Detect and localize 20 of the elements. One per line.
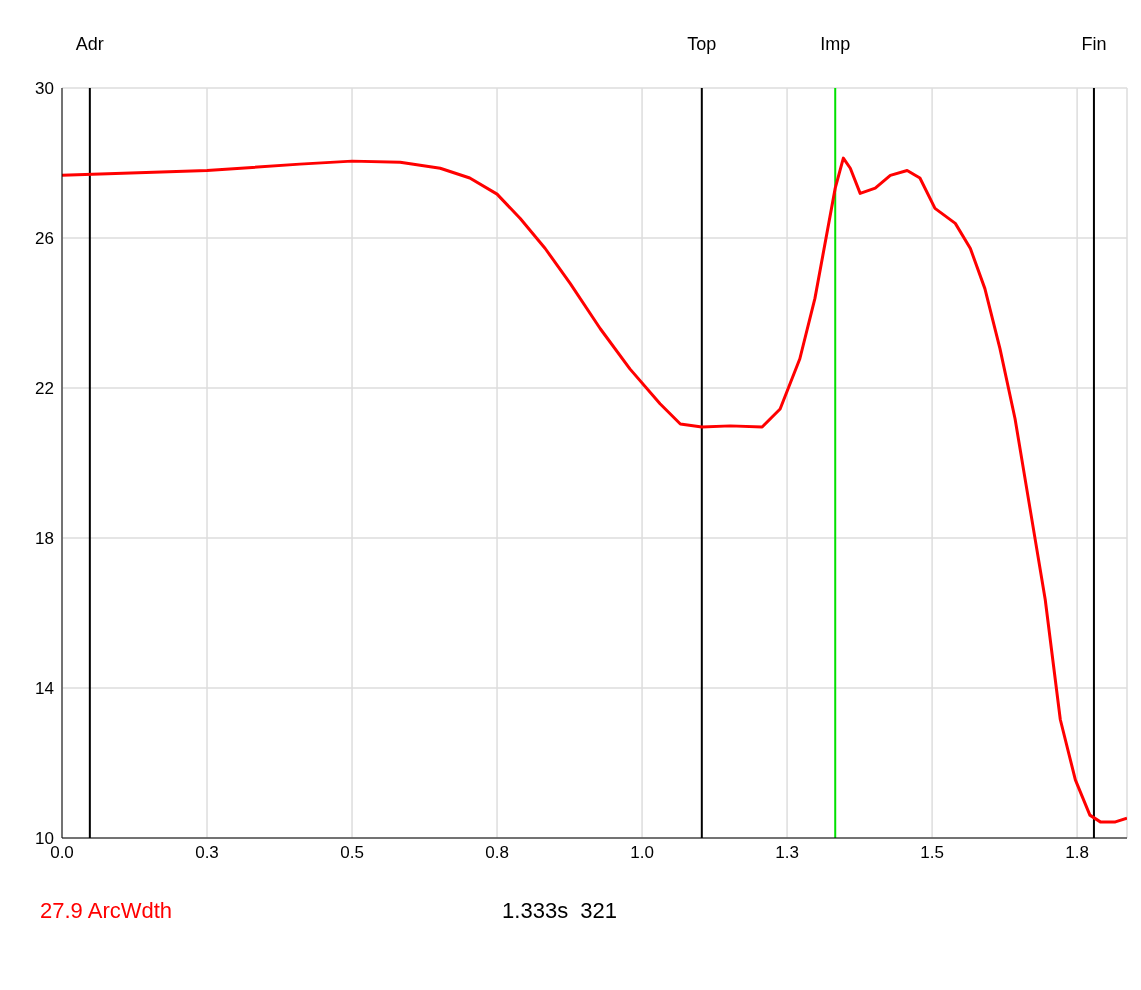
ref-line-label: Top [687,34,717,54]
x-tick-label: 1.5 [920,843,944,863]
x-tick-label: 0.3 [195,843,219,863]
text: 27.9 ArcWdth [40,898,173,924]
ref-line-label: Fin [1081,34,1107,54]
x-tick-label: 1.0 [630,843,654,863]
ref-line-label: Imp [820,34,851,54]
ref-line-label: Adr [75,34,104,54]
x-tick-label: 0.5 [340,843,364,863]
x-tick-label: 1.3 [775,843,799,863]
line-series [62,156,1127,824]
text: 1.333s 321 [502,898,618,924]
y-tick-label: 14 [35,679,54,699]
x-tick-label: 0.8 [485,843,509,863]
y-tick-label: 30 [35,79,54,99]
y-tick-label: 26 [35,229,54,249]
y-tick-label: 22 [35,379,54,399]
x-tick-label: 1.8 [1065,843,1089,863]
y-tick-label: 18 [35,529,54,549]
x-tick-label: 0.0 [50,843,74,863]
